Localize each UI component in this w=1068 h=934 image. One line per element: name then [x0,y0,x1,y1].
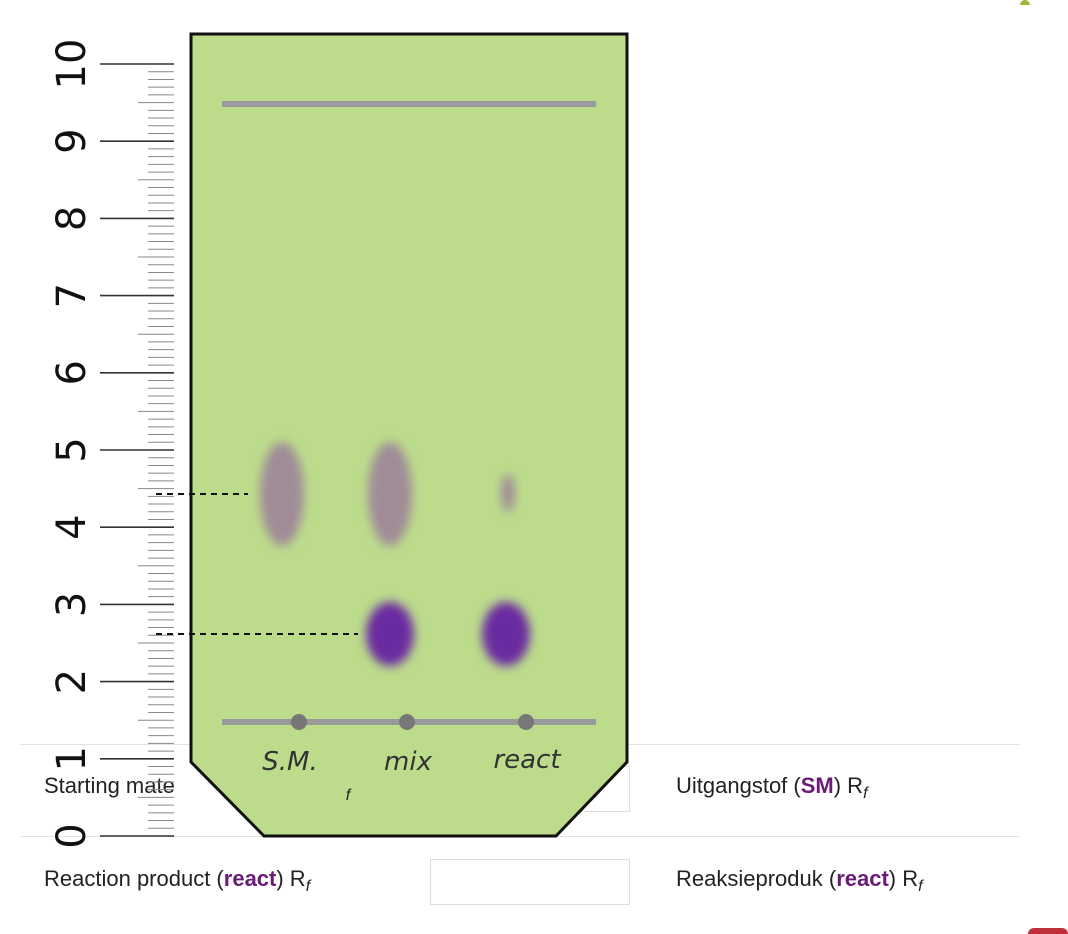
mix-starting-material-spot [368,442,412,546]
lane-label-sm: S.M. [262,747,317,777]
react-product-spot [482,602,530,666]
sm-origin-dot [291,714,307,730]
ruler-label: 2 [49,669,95,694]
tlc-plate: S.M. mix react f [189,32,629,838]
reaction-product-english-label: Reaction product (react) Rf [44,866,311,895]
starting-material-afrikaans-label: Uitgangstof (SM) Rf [676,773,868,802]
react-faint-starting-material-spot [501,474,515,512]
starting-material-english-label: Starting mate [44,773,175,798]
bottom-accent-mark [1028,928,1068,934]
occluded-rf-subscript: f [346,787,352,804]
ruler: 0 1 2 3 4 5 6 7 8 9 10 [49,39,174,849]
reaction-product-answer-input[interactable] [430,859,630,905]
ruler-label: 6 [49,360,95,385]
ruler-label: 8 [49,206,95,231]
ruler-label: 0 [49,823,95,848]
react-origin-dot [518,714,534,730]
top-accent-mark [1020,0,1030,5]
ruler-label: 7 [49,283,95,308]
ruler-label: 5 [49,437,95,462]
sm-starting-material-spot [260,442,304,546]
reaction-product-afrikaans-label: Reaksieproduk (react) Rf [676,866,923,895]
ruler-label: 4 [49,514,95,539]
ruler-label: 10 [49,39,95,90]
ruler-label: 3 [49,592,95,617]
mix-product-spot [366,602,414,666]
lane-label-mix: mix [384,747,433,777]
ruler-label: 1 [49,746,95,771]
mix-origin-dot [399,714,415,730]
lane-label-react: react [493,745,561,775]
ruler-label: 9 [49,128,95,153]
